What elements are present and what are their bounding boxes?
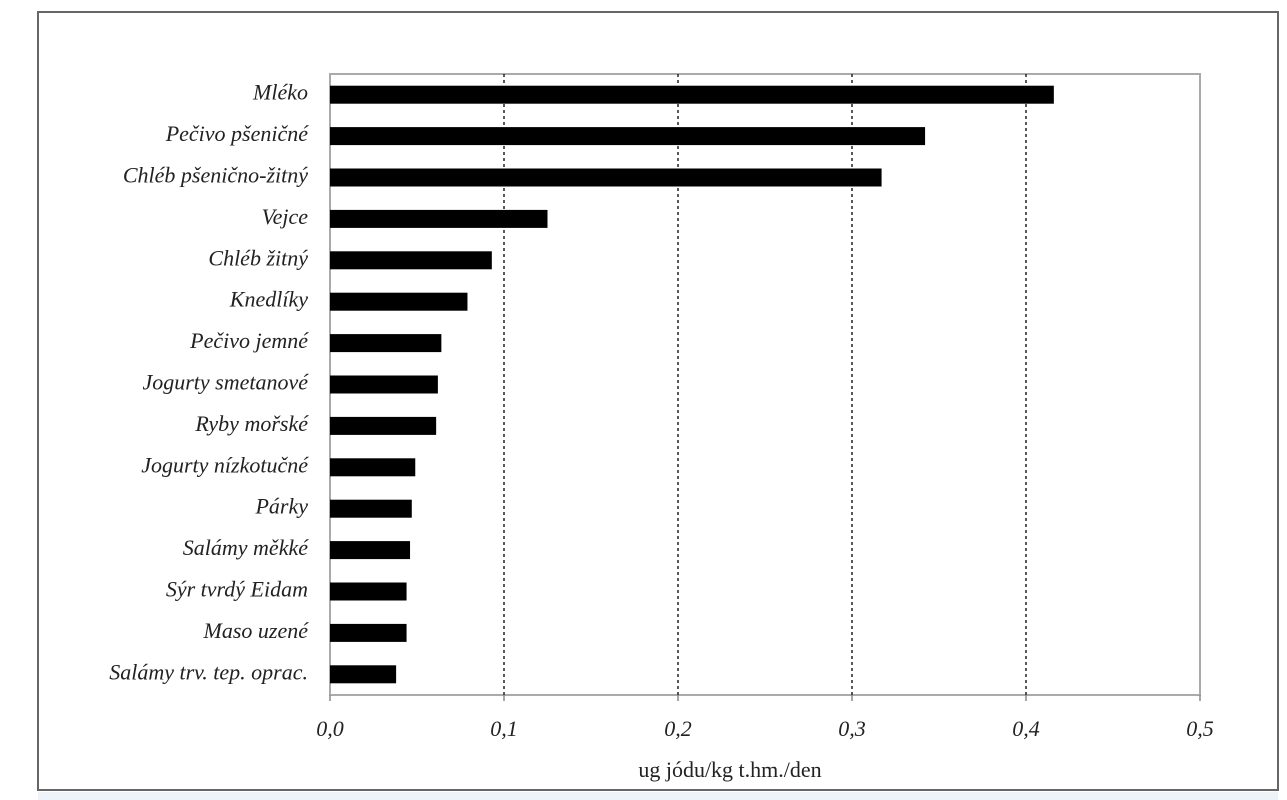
x-tick-label: 0,1 [490,716,518,741]
x-tick-label: 0,5 [1186,716,1214,741]
y-tick-label: Chléb pšenično-žitný [123,163,308,188]
x-tick-label: 0,0 [316,716,344,741]
y-tick-label: Knedlíky [229,287,308,312]
bar [330,209,548,228]
y-tick-label: Ryby mořské [194,411,309,436]
y-tick-label: Jogurty smetanové [142,370,309,395]
bar [330,458,416,477]
bar [330,292,468,311]
y-tick-label: Pečivo jemné [189,328,309,353]
y-tick-label: Párky [254,494,308,519]
bar [330,541,411,560]
y-tick-label: Salámy trv. tep. oprac. [109,659,308,684]
y-tick-label: Jogurty nízkotučné [141,452,309,477]
y-tick-label: Salámy měkké [183,535,309,560]
y-tick-label: Vejce [262,204,309,229]
bar [330,168,882,187]
y-tick-label: Pečivo pšeničné [165,121,310,146]
bar [330,334,442,353]
bar [330,416,437,435]
y-tick-label: Mléko [252,80,308,105]
bar [330,251,492,270]
bar [330,499,412,518]
x-tick-label: 0,4 [1012,716,1040,741]
y-tick-label: Maso uzené [203,618,310,643]
y-tick-label: Sýr tvrdý Eidam [166,577,308,602]
x-tick-label: 0,3 [838,716,866,741]
bar [330,582,407,601]
bar [330,375,438,394]
chart-frame [37,11,1279,791]
x-axis-title: ug jódu/kg t.hm./den [638,757,821,782]
bar [330,623,407,642]
x-tick-label: 0,2 [664,716,692,741]
bar [330,665,397,684]
bottom-strip [38,792,1278,800]
bar [330,127,926,146]
y-tick-label: Chléb žitný [208,245,308,270]
bar [330,85,1054,104]
